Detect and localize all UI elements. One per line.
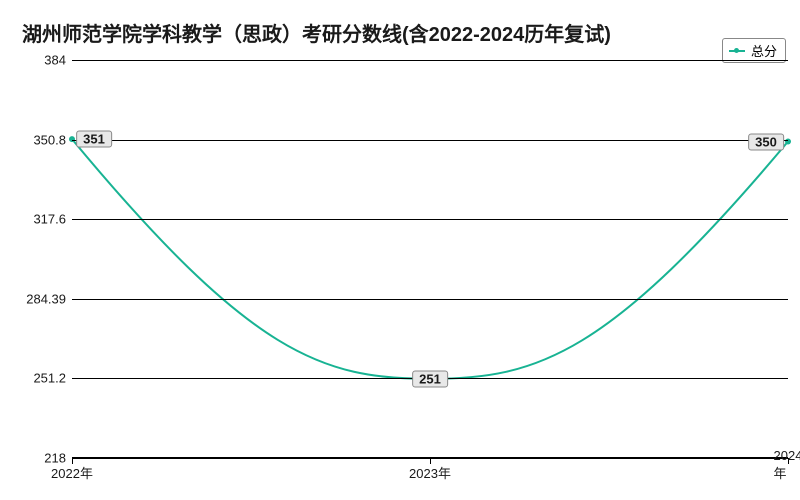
legend-swatch: [729, 50, 745, 52]
line-path-svg: [72, 60, 788, 458]
series-line: [72, 139, 788, 379]
chart-container: 湖州师范学院学科教学（思政）考研分数线(含2022-2024历年复试) 总分 3…: [0, 0, 800, 500]
data-label: 251: [412, 370, 448, 387]
y-gridline: [72, 299, 788, 300]
y-tick-label: 284.39: [8, 291, 66, 306]
legend-label: 总分: [751, 41, 777, 60]
data-label: 351: [76, 131, 112, 148]
chart-title: 湖州师范学院学科教学（思政）考研分数线(含2022-2024历年复试): [22, 18, 611, 47]
y-gridline: [72, 219, 788, 220]
y-gridline: [72, 140, 788, 141]
y-tick-label: 317.6: [8, 212, 66, 227]
legend-dot: [734, 48, 739, 53]
y-tick-label: 384: [8, 53, 66, 68]
y-gridline: [72, 60, 788, 61]
x-tick-label: 2024年: [774, 448, 800, 482]
data-label: 350: [748, 133, 784, 150]
y-tick-label: 350.8: [8, 132, 66, 147]
x-axis: [72, 457, 788, 458]
x-tick-label: 2022年: [51, 463, 93, 482]
y-tick-label: 251.2: [8, 371, 66, 386]
x-tick-label: 2023年: [409, 463, 451, 482]
plot-area: 351 251 350: [72, 60, 788, 458]
